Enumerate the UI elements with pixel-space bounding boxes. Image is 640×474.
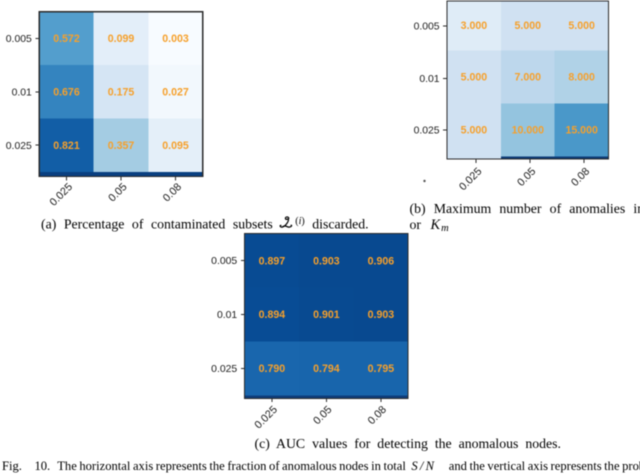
svg-text:0.005: 0.005 [414,21,440,32]
svg-text:8.000: 8.000 [568,72,595,84]
svg-text:0.08: 0.08 [366,404,389,427]
svg-text:15.000: 15.000 [565,125,598,137]
svg-text:0.025: 0.025 [252,404,280,432]
svg-text:0.025: 0.025 [6,141,32,152]
svg-text:0.08: 0.08 [569,166,592,189]
svg-text:0.095: 0.095 [162,140,189,152]
svg-text:0.01: 0.01 [12,87,32,98]
svg-text:0.906: 0.906 [368,255,395,267]
svg-text:0.357: 0.357 [108,140,135,152]
svg-text:0.025: 0.025 [47,181,75,209]
svg-text:0.175: 0.175 [108,87,135,99]
svg-text:3.000: 3.000 [461,20,488,32]
svg-text:0.08: 0.08 [161,181,184,204]
svg-text:0.821: 0.821 [53,140,80,152]
svg-text:7.000: 7.000 [515,72,542,84]
svg-text:0.003: 0.003 [162,33,189,45]
svg-text:0.05: 0.05 [311,404,334,427]
svg-text:5.000: 5.000 [515,20,542,32]
svg-text:0.01: 0.01 [217,310,237,321]
svg-text:0.005: 0.005 [6,34,32,45]
svg-text:0.005: 0.005 [211,256,237,267]
svg-text:5.000: 5.000 [568,20,595,32]
svg-text:5.000: 5.000 [461,72,488,84]
svg-text:0.027: 0.027 [162,87,189,99]
svg-text:0.903: 0.903 [313,255,340,267]
svg-text:0.05: 0.05 [515,166,538,189]
svg-text:0.099: 0.099 [108,33,135,45]
svg-text:0.01: 0.01 [419,74,439,85]
svg-text:0.676: 0.676 [53,87,80,99]
svg-text:0.572: 0.572 [53,33,80,45]
svg-text:0.025: 0.025 [457,166,485,194]
svg-text:0.025: 0.025 [211,364,237,375]
svg-text:10.000: 10.000 [512,125,545,137]
svg-text:5.000: 5.000 [461,125,488,137]
svg-text:0.794: 0.794 [313,363,340,375]
svg-text:0.790: 0.790 [259,363,286,375]
svg-text:0.795: 0.795 [368,363,395,375]
svg-text:0.903: 0.903 [368,309,395,321]
svg-text:0.05: 0.05 [106,181,129,204]
svg-text:0.901: 0.901 [313,309,340,321]
svg-text:0.897: 0.897 [259,255,286,267]
svg-text:0.025: 0.025 [414,126,440,137]
svg-text:0.894: 0.894 [259,309,286,321]
